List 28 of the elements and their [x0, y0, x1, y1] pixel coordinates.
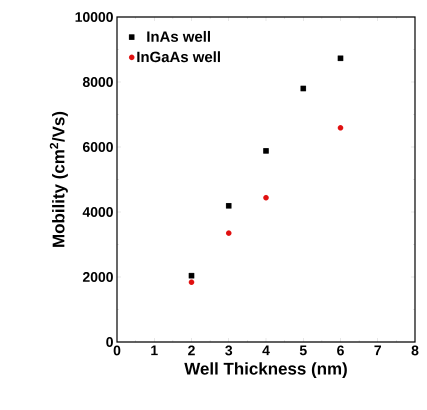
- legend-label: InGaAs well: [137, 51, 220, 62]
- y-tick-label: 8000: [82, 77, 113, 87]
- y-tick-label: 2000: [82, 272, 113, 282]
- x-tick-label: 4: [262, 346, 270, 356]
- point: [263, 194, 269, 200]
- x-tick-label: 2: [188, 346, 195, 356]
- x-tick-label: 7: [374, 346, 382, 356]
- y-tick-label: 10000: [76, 12, 113, 22]
- y-tick-label: 4000: [82, 207, 113, 217]
- point: [300, 86, 306, 92]
- point: [226, 230, 232, 236]
- x-axis-title: Well Thickness (nm): [184, 362, 347, 378]
- point: [188, 279, 194, 285]
- y-tick-label: 0: [106, 337, 113, 347]
- point: [226, 203, 232, 209]
- y-tick-label: 6000: [82, 142, 113, 152]
- x-tick-label: 5: [300, 346, 307, 356]
- x-tick-label: 6: [337, 346, 344, 356]
- y-axis-title: Mobility (cm$^{2}$/Vs): [50, 112, 68, 247]
- legend-label: InAs well: [147, 30, 210, 42]
- point: [263, 148, 269, 154]
- x-tick-label: 8: [412, 346, 418, 356]
- x-tick-label: 0: [114, 346, 120, 356]
- point: [338, 125, 344, 131]
- point: [188, 272, 194, 278]
- point: [338, 55, 344, 62]
- x-tick-label: 3: [225, 346, 232, 356]
- x-tick-label: 1: [151, 346, 158, 356]
